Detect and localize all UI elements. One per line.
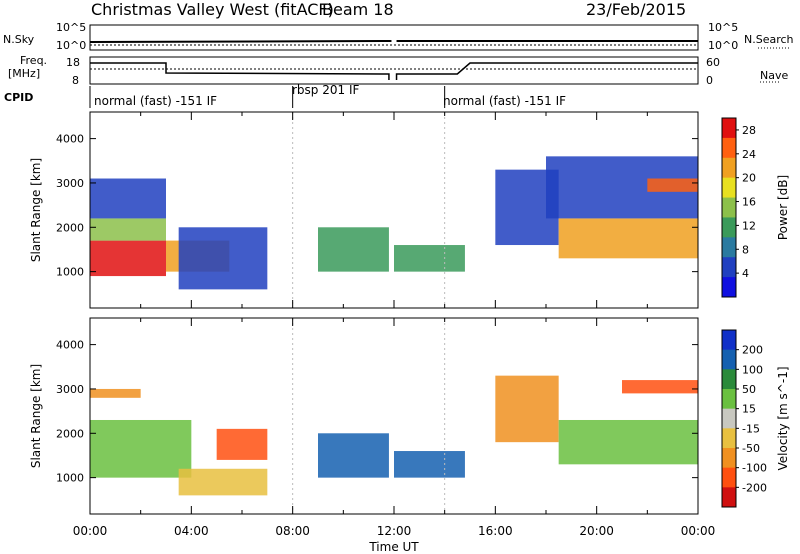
cpid-segment-label: normal (fast) -151 IF bbox=[443, 94, 567, 108]
freq-unit: [MHz] bbox=[8, 67, 41, 80]
nsky-trace bbox=[89, 40, 392, 43]
y-tick-label: 3000 bbox=[56, 177, 84, 190]
cpid-segment-label: rbsp 201 IF bbox=[292, 83, 360, 97]
data-region bbox=[318, 227, 389, 272]
colorbar-swatch bbox=[722, 137, 736, 159]
data-region bbox=[558, 218, 698, 259]
colorbar-swatch bbox=[722, 118, 736, 139]
nsearch-tick-top: 10^5 bbox=[708, 21, 739, 34]
y-tick-label: 4000 bbox=[56, 133, 84, 146]
nave-tick-top: 60 bbox=[706, 56, 720, 69]
nave-label: Nave bbox=[760, 69, 789, 82]
y-tick-label: 4000 bbox=[56, 339, 84, 352]
y-axis-label: Slant Range [km] bbox=[29, 364, 43, 468]
colorbar-tick-label: 16 bbox=[742, 196, 756, 209]
colorbar-swatch bbox=[722, 237, 736, 258]
x-tick-label: 08:00 bbox=[275, 524, 310, 538]
cpid-segment-label: normal (fast) -151 IF bbox=[94, 94, 218, 108]
colorbar-tick-label: 20 bbox=[742, 172, 756, 185]
x-tick-label: 20:00 bbox=[579, 524, 614, 538]
y-tick-label: 1000 bbox=[56, 472, 84, 485]
colorbar-swatch bbox=[722, 408, 736, 429]
colorbar-tick-label: 12 bbox=[742, 219, 756, 232]
station-title: Christmas Valley West (fitACF) bbox=[91, 0, 334, 19]
colorbar-label: Power [dB] bbox=[776, 175, 790, 240]
x-tick-label: 00:00 bbox=[681, 524, 716, 538]
data-region bbox=[216, 428, 268, 460]
data-region bbox=[90, 218, 166, 241]
freq-panel-frame bbox=[89, 56, 699, 85]
colorbar-tick-label: -15 bbox=[742, 422, 760, 435]
nave-tick-bottom: 0 bbox=[706, 74, 713, 87]
data-region bbox=[558, 419, 698, 465]
nsearch-label: N.Search bbox=[744, 33, 794, 46]
data-region bbox=[178, 227, 268, 290]
data-region bbox=[394, 451, 465, 478]
data-region bbox=[90, 178, 166, 219]
colorbar-tick-label: 100 bbox=[742, 363, 763, 376]
colorbar-swatch bbox=[722, 448, 736, 469]
x-tick-label: 00:00 bbox=[73, 524, 108, 538]
colorbar-swatch bbox=[722, 487, 736, 508]
colorbar-swatch bbox=[722, 389, 736, 410]
colorbar-swatch bbox=[722, 428, 736, 449]
colorbar-swatch bbox=[722, 157, 736, 179]
freq-trace bbox=[90, 62, 390, 80]
y-axis-label: Slant Range [km] bbox=[29, 158, 43, 262]
colorbar-swatch bbox=[722, 467, 736, 488]
colorbar-tick-label: -50 bbox=[742, 442, 760, 455]
data-region bbox=[495, 375, 559, 443]
colorbar-tick-label: 28 bbox=[742, 124, 756, 137]
x-axis-label: Time UT bbox=[368, 540, 419, 554]
data-region bbox=[318, 433, 389, 478]
data-region bbox=[90, 240, 166, 277]
nsky-label: N.Sky bbox=[3, 33, 35, 46]
freq-trace bbox=[395, 62, 698, 80]
nsky-tick-top: 10^5 bbox=[56, 21, 87, 34]
colorbar-tick-label: 4 bbox=[742, 267, 749, 280]
beam-label: Beam 18 bbox=[322, 0, 394, 19]
freq-label: Freq. bbox=[20, 54, 48, 67]
cpid-label: CPID bbox=[4, 91, 34, 104]
data-region bbox=[394, 245, 465, 272]
colorbar-tick-label: 8 bbox=[742, 243, 749, 256]
data-region bbox=[90, 419, 192, 478]
colorbar-label: Velocity [m s^-1] bbox=[776, 366, 790, 470]
colorbar-swatch bbox=[722, 330, 736, 351]
colorbar-tick-label: 15 bbox=[742, 403, 756, 416]
colorbar-frame bbox=[721, 117, 737, 298]
colorbar-swatch bbox=[722, 257, 736, 278]
colorbar-tick-label: -200 bbox=[742, 481, 767, 494]
y-tick-label: 2000 bbox=[56, 221, 84, 234]
colorbar-frame bbox=[721, 329, 737, 508]
nsearch-tick-bottom: 10^0 bbox=[708, 39, 739, 52]
colorbar-swatch bbox=[722, 197, 736, 218]
nsky-panel-frame bbox=[89, 24, 699, 51]
freq-tick-bottom: 8 bbox=[72, 74, 79, 87]
y-tick-label: 3000 bbox=[56, 383, 84, 396]
colorbar-swatch bbox=[722, 217, 736, 238]
freq-tick-top: 18 bbox=[66, 56, 80, 69]
colorbar-tick-label: 50 bbox=[742, 383, 756, 396]
data-region bbox=[178, 468, 268, 496]
y-tick-label: 1000 bbox=[56, 266, 84, 279]
colorbar-swatch bbox=[722, 349, 736, 370]
x-tick-label: 16:00 bbox=[478, 524, 513, 538]
x-tick-label: 12:00 bbox=[377, 524, 412, 538]
colorbar-tick-label: -100 bbox=[742, 462, 767, 475]
data-region bbox=[90, 388, 141, 398]
data-region bbox=[647, 178, 698, 192]
nsky-tick-bottom: 10^0 bbox=[56, 39, 87, 52]
colorbar-swatch bbox=[722, 177, 736, 199]
date-label: 23/Feb/2015 bbox=[586, 0, 687, 19]
data-region bbox=[622, 380, 698, 394]
x-tick-label: 04:00 bbox=[174, 524, 209, 538]
colorbar-swatch bbox=[722, 369, 736, 390]
colorbar-tick-label: 24 bbox=[742, 148, 756, 161]
colorbar-swatch bbox=[722, 277, 736, 298]
y-tick-label: 2000 bbox=[56, 427, 84, 440]
colorbar-tick-label: 200 bbox=[742, 344, 763, 357]
